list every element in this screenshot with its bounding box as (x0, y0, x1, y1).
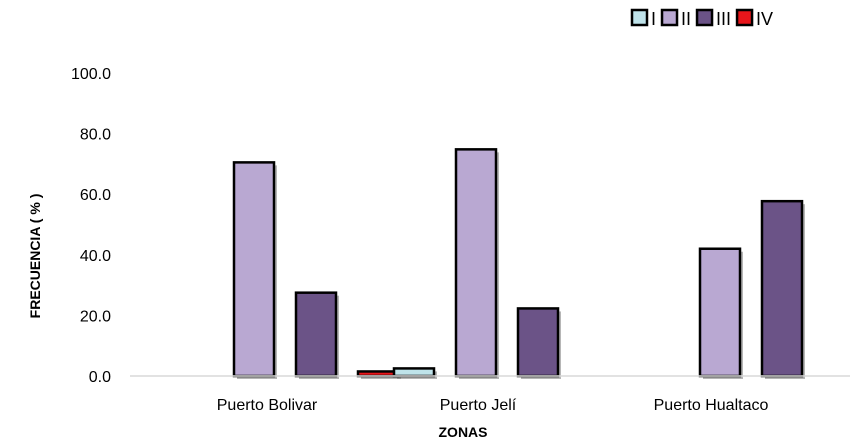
y-axis-title: FRECUENCIA ( % ) (27, 194, 43, 319)
legend-swatch (735, 8, 754, 27)
bars (232, 148, 805, 379)
y-tick-label: 100.0 (71, 66, 111, 83)
y-tick-label: 40.0 (80, 248, 111, 265)
bar-III-puerto-bolivar (294, 291, 338, 378)
y-axis-ticks: 0.0 20.0 40.0 60.0 80.0 100.0 (71, 66, 111, 386)
legend-swatch (695, 8, 714, 27)
bar-II-puerto-bolivar (232, 161, 276, 378)
legend-swatch (660, 8, 679, 27)
y-tick-label: 20.0 (80, 308, 111, 325)
x-category-label: Puerto Bolivar (217, 397, 318, 414)
legend-label: IV (756, 9, 773, 29)
legend-swatch (630, 8, 649, 27)
bar-I-puerto-jelí (392, 367, 436, 378)
bar-II-puerto-hualtaco (698, 247, 742, 378)
legend-label: III (716, 9, 731, 29)
x-axis-category-labels: Puerto Bolivar Puerto Jelí Puerto Hualtaco (217, 397, 769, 414)
x-axis-title: ZONAS (439, 424, 488, 440)
y-tick-label: 60.0 (80, 187, 111, 204)
y-tick-label: 80.0 (80, 127, 111, 144)
legend: I II III IV (630, 8, 773, 29)
legend-label: II (681, 9, 691, 29)
bar-III-puerto-jelí (516, 307, 560, 378)
y-tick-label: 0.0 (89, 369, 111, 386)
x-category-label: Puerto Jelí (440, 397, 517, 414)
legend-label: I (651, 9, 656, 29)
x-category-label: Puerto Hualtaco (654, 397, 769, 414)
bar-III-puerto-hualtaco (760, 199, 804, 378)
bar-II-puerto-jelí (454, 148, 498, 378)
